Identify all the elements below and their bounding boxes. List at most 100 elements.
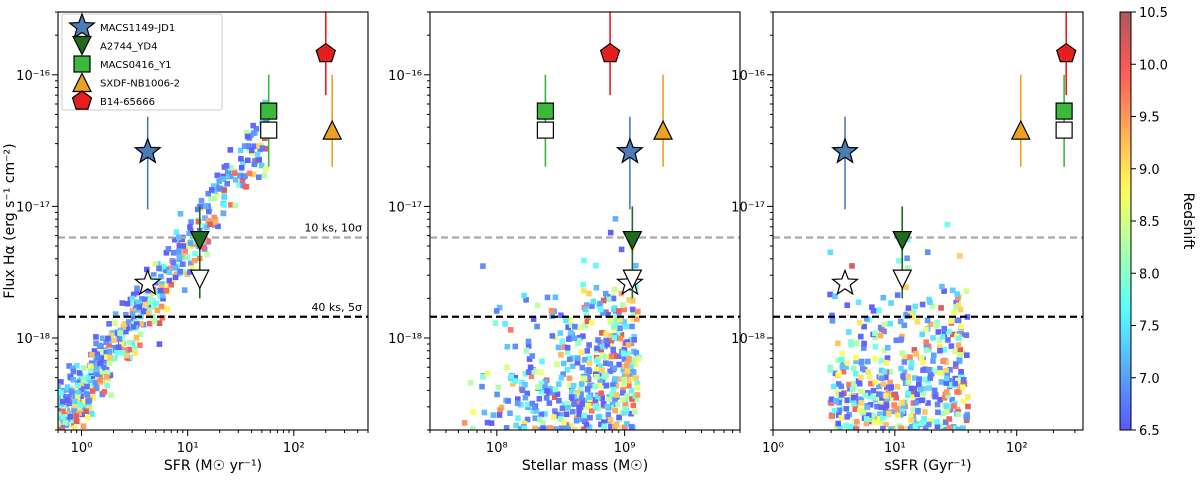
- galaxy-point: [593, 374, 600, 380]
- galaxy-point: [943, 419, 949, 426]
- galaxy-point: [946, 424, 953, 430]
- galaxy-point: [507, 327, 514, 333]
- galaxy-point: [916, 376, 922, 382]
- galaxy-point: [232, 176, 239, 183]
- galaxy-point: [123, 328, 129, 335]
- galaxy-point: [612, 407, 618, 414]
- galaxy-point: [66, 400, 72, 407]
- galaxy-point: [129, 311, 136, 317]
- galaxy-point: [617, 316, 623, 323]
- galaxy-point: [930, 335, 936, 341]
- galaxy-point: [470, 425, 476, 430]
- galaxy-point: [903, 284, 909, 290]
- galaxy-point: [958, 368, 964, 375]
- galaxy-point: [88, 377, 94, 384]
- galaxy-point: [504, 343, 511, 350]
- galaxy-point: [534, 302, 541, 309]
- galaxy-point: [114, 349, 120, 356]
- galaxy-point: [607, 417, 614, 423]
- galaxy-point: [172, 274, 179, 281]
- galaxy-point: [960, 384, 966, 390]
- open-marker: [892, 269, 913, 290]
- galaxy-point: [75, 389, 81, 396]
- galaxy-point: [180, 269, 186, 275]
- x-tick-label: 10⁸: [486, 441, 508, 456]
- galaxy-point: [866, 374, 873, 380]
- galaxy-point: [603, 337, 609, 344]
- object-marker: [599, 42, 621, 63]
- galaxy-point: [223, 173, 230, 180]
- galaxy-point: [153, 300, 160, 307]
- galaxy-point: [251, 130, 257, 136]
- galaxy-point: [558, 425, 565, 430]
- galaxy-point: [132, 301, 138, 307]
- galaxy-point: [600, 353, 606, 359]
- colorbar-tick-label: 7.5: [1139, 320, 1160, 335]
- galaxy-point: [915, 407, 921, 414]
- galaxy-point: [559, 338, 565, 344]
- galaxy-point: [855, 378, 862, 384]
- galaxy-point: [579, 401, 585, 407]
- galaxy-point: [909, 388, 916, 395]
- galaxy-point: [895, 412, 901, 419]
- galaxy-point: [891, 391, 897, 398]
- galaxy-point: [613, 319, 620, 326]
- object-B14-65666: [315, 12, 336, 96]
- galaxy-point: [558, 312, 564, 319]
- galaxy-point: [625, 377, 632, 384]
- legend-marker: [71, 90, 93, 110]
- galaxy-point: [77, 402, 84, 408]
- galaxy-point: [961, 381, 968, 387]
- galaxy-point: [208, 195, 214, 202]
- galaxy-point: [93, 334, 99, 340]
- galaxy-point: [633, 350, 640, 356]
- galaxy-point: [152, 261, 159, 267]
- galaxy-point: [558, 409, 565, 415]
- galaxy-point: [857, 407, 863, 414]
- galaxy-point: [877, 419, 884, 426]
- galaxy-point: [258, 162, 265, 169]
- galaxy-point: [241, 143, 248, 149]
- galaxy-point: [631, 408, 638, 415]
- galaxy-point: [538, 369, 544, 376]
- axes-frame: [429, 11, 741, 431]
- galaxy-point: [542, 378, 549, 385]
- galaxy-point: [926, 385, 932, 391]
- galaxy-point: [872, 355, 878, 362]
- galaxy-point: [481, 409, 488, 416]
- limit-label: 10 ks, 10σ: [304, 222, 362, 235]
- galaxy-point: [857, 319, 863, 326]
- galaxy-point: [564, 344, 571, 351]
- galaxy-point: [836, 371, 842, 377]
- galaxy-point: [884, 384, 890, 391]
- galaxy-point: [846, 329, 852, 335]
- galaxy-point: [628, 410, 634, 417]
- galaxy-point: [578, 381, 585, 387]
- galaxy-point: [880, 381, 886, 387]
- galaxy-point: [569, 388, 575, 395]
- galaxy-point: [831, 383, 837, 390]
- galaxy-point: [608, 315, 614, 322]
- galaxy-point: [532, 415, 539, 421]
- open-marker: [831, 268, 860, 296]
- galaxy-point: [256, 156, 262, 163]
- galaxy-point: [228, 202, 234, 208]
- galaxy-point: [106, 349, 113, 355]
- galaxy-point: [592, 383, 598, 390]
- galaxy-point: [604, 341, 611, 348]
- galaxy-cloud: [461, 216, 642, 430]
- galaxy-point: [58, 415, 61, 422]
- galaxy-point: [171, 236, 178, 243]
- galaxy-point: [907, 309, 914, 315]
- galaxy-point: [925, 400, 931, 406]
- galaxy-point: [600, 401, 607, 407]
- galaxy-point: [854, 419, 860, 425]
- galaxy-point: [494, 391, 500, 398]
- galaxy-point: [612, 396, 618, 402]
- galaxy-point: [838, 392, 845, 398]
- galaxy-point: [885, 389, 891, 395]
- galaxy-point: [547, 425, 553, 430]
- galaxy-point: [561, 419, 567, 426]
- galaxy-point: [220, 176, 227, 182]
- galaxy-point: [123, 311, 129, 318]
